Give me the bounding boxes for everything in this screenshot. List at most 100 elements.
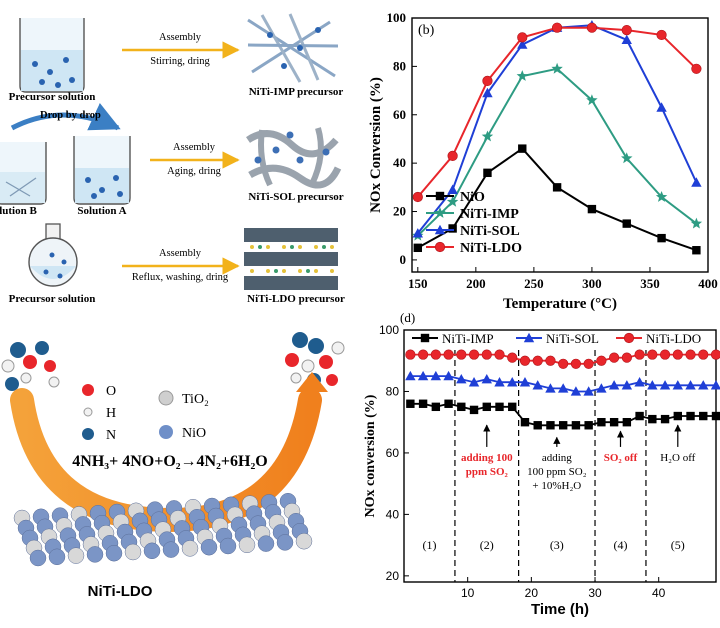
chart-b-ytick-label: 40	[393, 155, 406, 170]
lattice-atom	[219, 537, 237, 555]
chart-d-data-point	[443, 349, 454, 360]
drop-arrow	[10, 103, 121, 131]
chart-d-data-point	[659, 380, 671, 390]
surface-label: NiTi-LDO	[88, 583, 153, 600]
chart-d-xtick-label: 40	[652, 586, 666, 600]
chart-d-data-point	[608, 380, 620, 390]
chart-b-legend-marker	[434, 224, 446, 235]
row2-arrow-top: Assembly	[173, 142, 216, 153]
chart-b-ylabel: NOx Conversion (%)	[368, 77, 384, 213]
chart-b-legend-label: NiTi-LDO	[460, 241, 522, 256]
chart-d-ytick-label: 60	[386, 446, 400, 460]
chart-b-legend-label: NiTi-IMP	[460, 207, 519, 222]
chart-d-legend-label: NiTi-SOL	[546, 331, 599, 346]
chart-d-data-point	[545, 355, 556, 366]
chart-d-data-point	[457, 402, 466, 412]
chart-d-ytick-label: 20	[386, 569, 400, 583]
lattice-atom	[48, 548, 66, 566]
chart-d-data-point	[596, 355, 607, 366]
chart-b-data-point	[517, 32, 528, 43]
chart-b-data-point	[412, 191, 423, 203]
chart-b-data-point	[655, 191, 668, 202]
chart-d-data-point	[507, 352, 518, 363]
chart-d-stage-label: (5)	[671, 538, 685, 552]
chart-d-ytick-label: 100	[379, 323, 399, 337]
chart-d-data-point	[430, 370, 442, 381]
chart-d-data-point	[532, 380, 543, 390]
chart-d-data-point	[444, 399, 453, 408]
chart-d-data-point	[418, 399, 428, 408]
chart-b-conversion-vs-temperature: 150 200 250 300 350 400 0 20 40 60 80 100 Temperatur…	[368, 10, 718, 312]
imp-fibers-icon	[247, 13, 339, 83]
chart-d-data-point	[570, 358, 582, 369]
legend-tio2: TiO₂	[182, 392, 209, 407]
chart-b-legend-marker	[434, 241, 446, 253]
tio2-icon	[158, 390, 174, 406]
row3-beaker-label: Precursor solution	[9, 293, 96, 305]
chart-b-xtick-label: 350	[640, 276, 660, 291]
chart-d-data-point	[456, 349, 467, 360]
chart-d-legend-label: NiTi-LDO	[646, 331, 701, 346]
sol-network-icon	[246, 127, 342, 189]
beaker-b-icon	[0, 142, 47, 205]
row3-product: NiTi-LDO precursor	[247, 293, 345, 305]
chart-b-legend-marker	[435, 191, 445, 201]
chart-b-data-point	[552, 183, 562, 192]
product-cluster-icon	[285, 332, 345, 387]
oxygen-atom-icon	[82, 384, 94, 396]
chart-d-data-point	[519, 377, 531, 387]
chart-d-data-point	[710, 380, 720, 390]
chart-b-data-point	[412, 228, 424, 238]
flask-icon	[28, 223, 78, 287]
beaker-icon	[19, 18, 85, 93]
lattice-atom	[276, 534, 294, 551]
chart-d-data-point	[417, 370, 429, 381]
beaker-a-label: Solution A	[77, 205, 126, 217]
lattice-atom	[162, 541, 180, 558]
chart-d-data-point	[546, 421, 555, 430]
chart-d-annotation-text: ppm SO₂	[466, 466, 509, 478]
chart-b-ytick-label: 60	[393, 107, 406, 122]
chart-d-annotation-text: adding 100	[461, 452, 513, 464]
legend-n: N	[106, 428, 116, 443]
mechanism-panel: O H N TiO₂ NiO 4NH₃+ 4NO+O₂→4N₂	[1, 332, 345, 600]
chart-d-frame	[403, 329, 717, 583]
chart-d-xtick-label: 20	[525, 586, 539, 600]
chart-d-data-point	[647, 349, 658, 360]
chart-b-xtick-label: 300	[582, 276, 602, 291]
chart-d-data-point	[685, 349, 696, 360]
chart-d-data-point	[634, 377, 645, 387]
chart-d-xtick-label: 30	[588, 586, 602, 600]
chart-b-xlabel: Temperature (°C)	[503, 296, 617, 312]
lattice-atom	[238, 536, 256, 554]
chart-d-data-point	[406, 399, 415, 408]
chart-d-data-point	[648, 414, 657, 424]
chart-b-data-point	[657, 233, 666, 243]
chart-d-data-point	[570, 386, 582, 396]
lattice-atom	[143, 542, 161, 560]
chart-d-ytick-label: 80	[386, 384, 400, 398]
chart-d-data-point	[557, 383, 569, 393]
chart-d-data-point	[634, 349, 645, 360]
chart-b-data-point	[483, 168, 492, 178]
chart-b-data-point	[656, 29, 667, 41]
chart-b-xtick-label: 200	[466, 276, 486, 291]
chart-d-annotation-text: SO₂ off	[604, 452, 638, 464]
chart-b-xtick-label: 250	[524, 276, 544, 291]
chart-d-data-point	[659, 349, 671, 360]
lattice-atom	[295, 532, 313, 550]
atom-legend: O H N TiO₂ NiO	[82, 384, 209, 443]
chart-d-data-point	[621, 352, 632, 363]
chart-b-data-point	[656, 102, 667, 112]
drop-label: Drop by drop	[40, 110, 101, 121]
row1-product: NiTi-IMP precursor	[249, 86, 344, 98]
chart-d-data-point	[456, 373, 467, 384]
chart-d-data-point	[519, 355, 531, 366]
chart-b-data-point	[622, 219, 631, 228]
chart-d-data-point	[507, 377, 518, 387]
legend-h: H	[106, 406, 116, 421]
legend-o: O	[106, 384, 116, 399]
chart-b-data-point	[621, 152, 633, 164]
chart-b-data-point	[482, 75, 493, 86]
chart-d-data-point	[609, 417, 619, 427]
